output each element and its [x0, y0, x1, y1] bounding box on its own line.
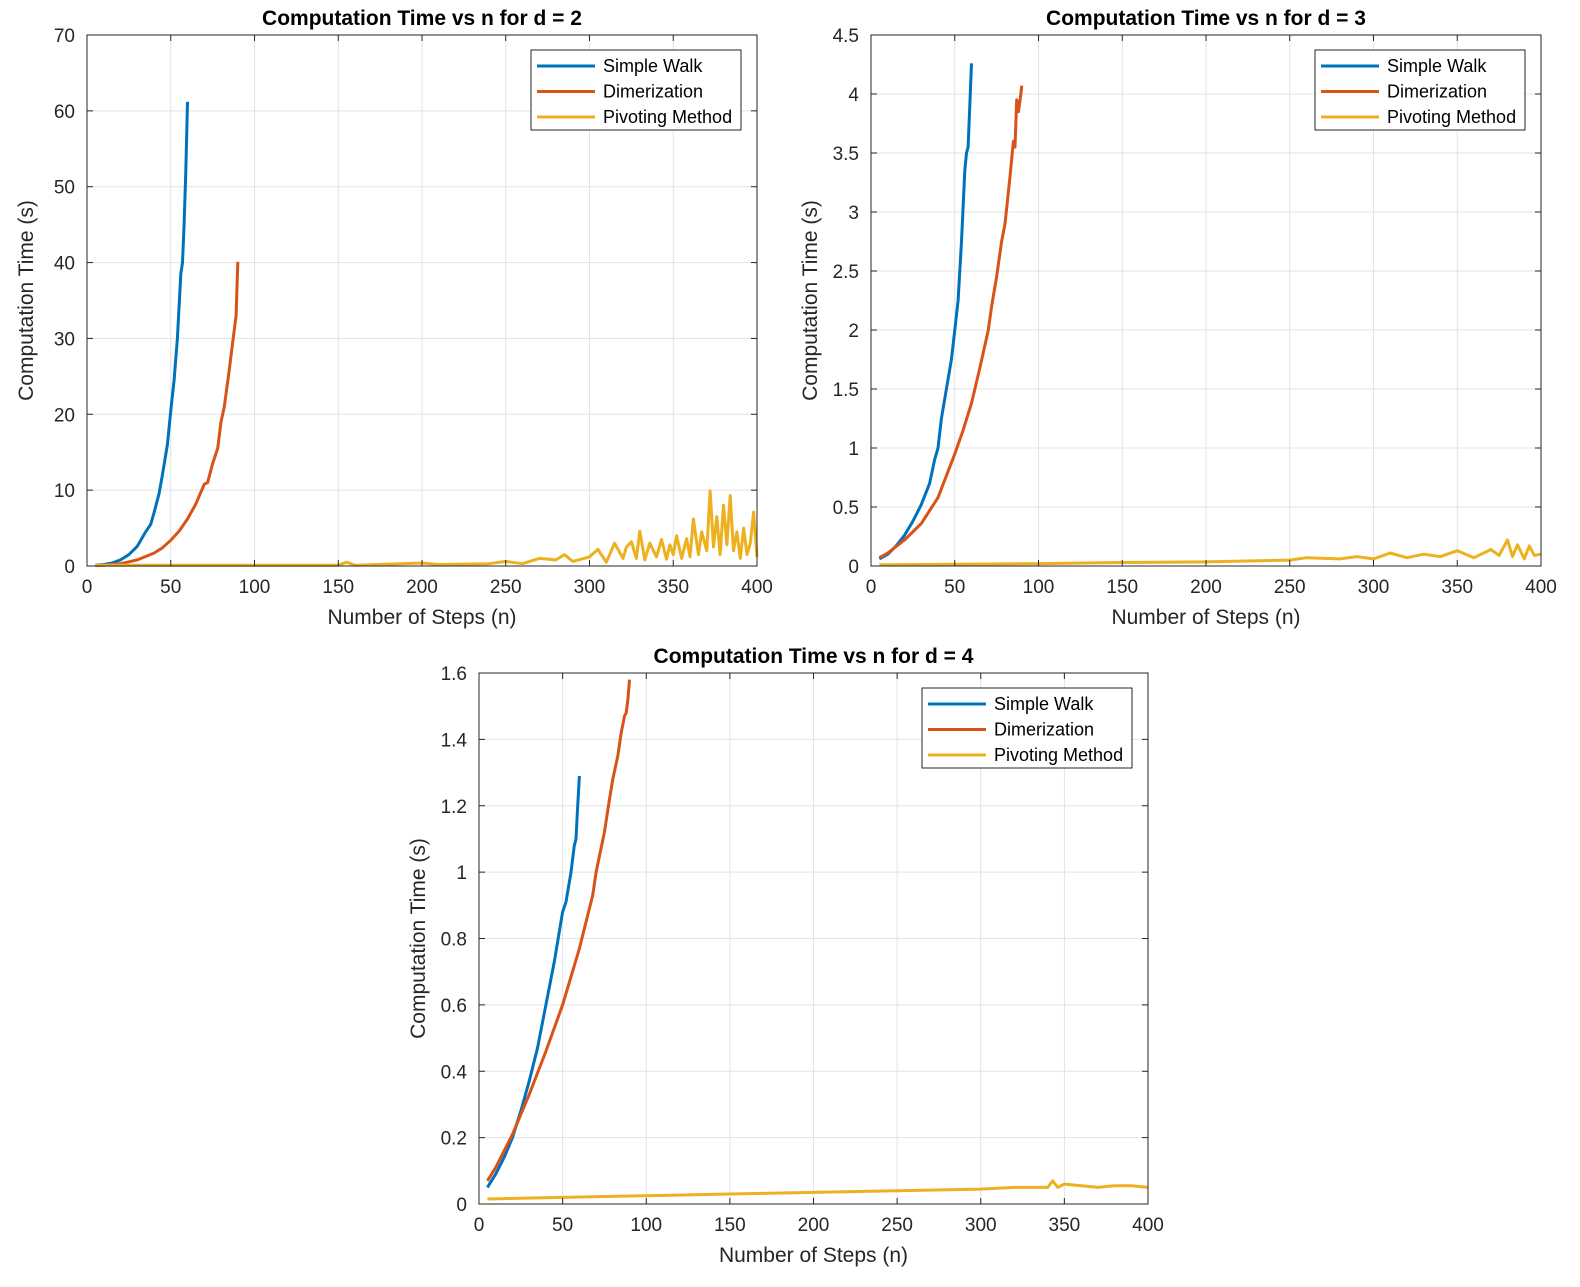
series-line-dimerization [878, 85, 1024, 560]
y-tick-label: 4.5 [833, 26, 859, 47]
x-axis-label: Number of Steps (n) [719, 1244, 908, 1267]
x-tick-label: 50 [552, 1215, 573, 1236]
y-tick-label: 60 [54, 102, 75, 123]
legend-label: Pivoting Method [603, 107, 732, 127]
y-tick-label: 0.2 [441, 1129, 467, 1150]
x-tick-label: 50 [944, 577, 965, 598]
chart-panel-2: 0 50 100 150 200 250 300 350 400 0 0.5 1 1.5 2 2.5 3 3.5… [799, 7, 1557, 629]
series-line-dimerization [486, 679, 631, 1182]
x-tick-label: 150 [714, 1215, 746, 1236]
y-tick-label: 2.5 [833, 262, 859, 283]
legend-label: Simple Walk [603, 56, 703, 76]
legend-label: Dimerization [603, 82, 703, 102]
y-tick-label: 10 [54, 481, 75, 502]
y-tick-label: 2 [848, 321, 859, 342]
y-tick-label: 0 [848, 557, 859, 578]
legend: Simple Walk Dimerization Pivoting Method [1314, 49, 1526, 131]
x-tick-label: 300 [965, 1215, 997, 1236]
x-tick-label: 100 [1023, 577, 1055, 598]
x-tick-label: 0 [866, 577, 877, 598]
x-tick-label: 200 [798, 1215, 830, 1236]
x-tick-label: 0 [474, 1215, 485, 1236]
x-tick-label: 400 [1132, 1215, 1164, 1236]
y-tick-label: 0.5 [833, 498, 859, 519]
x-tick-label: 200 [406, 577, 438, 598]
chart-title: Computation Time vs n for d = 4 [654, 645, 974, 668]
x-tick-label: 200 [1190, 577, 1222, 598]
legend: Simple Walk Dimerization Pivoting Method [921, 687, 1133, 769]
x-tick-label: 400 [741, 577, 773, 598]
legend-label: Dimerization [994, 720, 1094, 740]
y-tick-label: 1 [848, 439, 859, 460]
y-tick-label: 70 [54, 26, 75, 47]
legend: Simple Walk Dimerization Pivoting Method [530, 49, 742, 131]
x-tick-label: 250 [490, 577, 522, 598]
x-tick-label: 250 [1274, 577, 1306, 598]
legend-label: Pivoting Method [994, 745, 1123, 765]
x-tick-label: 100 [239, 577, 271, 598]
x-tick-label: 0 [82, 577, 93, 598]
y-tick-label: 40 [54, 254, 75, 275]
y-axis-label: Computation Time (s) [15, 200, 38, 401]
y-tick-label: 1.2 [441, 797, 467, 818]
y-tick-label: 0 [456, 1195, 467, 1216]
series-line-dimerization [95, 261, 240, 568]
y-tick-label: 50 [54, 178, 75, 199]
x-tick-label: 300 [574, 577, 606, 598]
y-tick-label: 4 [848, 85, 859, 106]
x-tick-label: 150 [322, 577, 354, 598]
chart-title: Computation Time vs n for d = 2 [262, 7, 582, 30]
x-tick-label: 300 [1358, 577, 1390, 598]
y-tick-label: 3.5 [833, 144, 859, 165]
y-tick-label: 1.6 [441, 664, 467, 685]
y-tick-label: 0 [64, 557, 75, 578]
y-tick-label: 0.4 [441, 1062, 468, 1083]
series-line-simple-walk [486, 775, 581, 1189]
chart-panel-3: 0 50 100 150 200 250 300 350 400 0 0.2 0.4 0.6 0.8 1 1.… [407, 645, 1164, 1267]
x-tick-label: 50 [160, 577, 181, 598]
legend-label: Pivoting Method [1387, 107, 1516, 127]
x-tick-label: 100 [630, 1215, 662, 1236]
legend-label: Simple Walk [1387, 56, 1487, 76]
x-tick-label: 350 [657, 577, 689, 598]
x-tick-label: 400 [1525, 577, 1557, 598]
x-axis-label: Number of Steps (n) [327, 606, 516, 629]
y-tick-label: 0.6 [441, 996, 467, 1017]
y-tick-label: 20 [54, 405, 75, 426]
series-line-simple-walk [878, 63, 973, 561]
chart-title: Computation Time vs n for d = 3 [1046, 7, 1366, 30]
y-axis-label: Computation Time (s) [407, 838, 430, 1039]
x-tick-label: 250 [881, 1215, 913, 1236]
x-tick-label: 350 [1049, 1215, 1081, 1236]
series-line-pivoting-method [95, 489, 759, 567]
y-tick-label: 1 [456, 863, 467, 884]
legend-label: Simple Walk [994, 694, 1094, 714]
y-tick-label: 3 [848, 203, 859, 224]
y-tick-label: 0.8 [441, 930, 467, 951]
x-tick-label: 350 [1441, 577, 1473, 598]
chart-panel-1: 0 50 100 150 200 250 300 350 400 0 10 20 30 40 50 60 70 C… [15, 7, 773, 629]
x-axis-label: Number of Steps (n) [1111, 606, 1300, 629]
series-line-pivoting-method [487, 1179, 1149, 1201]
x-tick-label: 150 [1106, 577, 1138, 598]
legend-label: Dimerization [1387, 82, 1487, 102]
series-line-simple-walk [95, 101, 189, 567]
y-tick-label: 1.5 [833, 380, 859, 401]
y-axis-label: Computation Time (s) [799, 200, 822, 401]
y-tick-label: 30 [54, 329, 75, 350]
y-tick-label: 1.4 [441, 730, 468, 751]
